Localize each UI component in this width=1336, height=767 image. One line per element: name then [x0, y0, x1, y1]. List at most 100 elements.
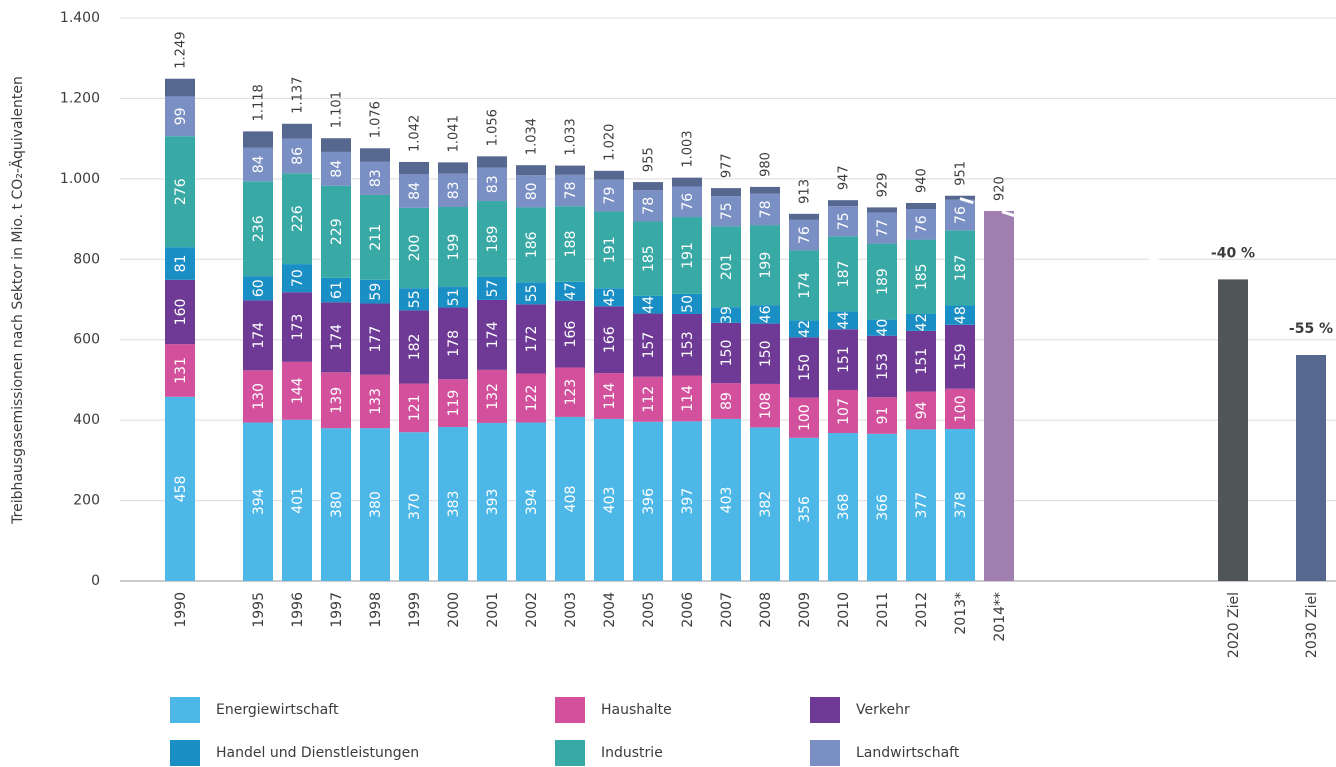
bar-segment	[672, 186, 702, 218]
segment-label: 150	[719, 340, 735, 367]
segment-label: 150	[758, 340, 774, 367]
segment-label: 458	[173, 476, 189, 503]
bar-segment	[828, 433, 858, 581]
segment-label: 89	[719, 392, 735, 410]
segment-label: 75	[719, 202, 735, 220]
bar-segment	[243, 370, 273, 423]
segment-label: 174	[797, 272, 813, 299]
bar-segment	[750, 383, 780, 428]
legend-label: Handel und Dienstleistungen	[216, 745, 419, 761]
bar-segment	[282, 264, 312, 293]
x-tick-label: 1996	[290, 592, 306, 628]
total-label: 913	[798, 179, 813, 204]
bar-segment	[945, 230, 975, 306]
bar-segment	[243, 181, 273, 277]
bar-segment	[243, 131, 273, 148]
segment-label: 70	[290, 269, 306, 287]
segment-label: 380	[329, 491, 345, 518]
segment-label: 86	[290, 147, 306, 165]
bar-segment	[399, 174, 429, 208]
segment-label: 188	[563, 231, 579, 258]
segment-label: 397	[680, 488, 696, 515]
segment-label: 236	[251, 215, 267, 242]
legend-swatch	[555, 697, 585, 723]
segment-label: 47	[563, 282, 579, 300]
bar-segment	[789, 397, 819, 438]
bar-segment	[165, 279, 195, 345]
total-label: 955	[642, 147, 657, 172]
total-label: 929	[876, 173, 891, 198]
segment-label: 99	[173, 107, 189, 125]
bar-segment	[555, 174, 585, 207]
bar-segment	[360, 148, 390, 162]
bar-segment	[321, 277, 351, 303]
bar-segment	[945, 305, 975, 325]
y-tick-label: 1.400	[60, 10, 100, 26]
bar-segment	[477, 276, 507, 300]
segment-label: 112	[641, 386, 657, 413]
segment-label: 182	[407, 334, 423, 361]
bar-segment	[945, 195, 975, 200]
segment-label: 122	[524, 385, 540, 412]
bar-segment	[867, 207, 897, 213]
bar-segment	[243, 422, 273, 581]
segment-label: 81	[173, 255, 189, 273]
x-tick-label: 2010	[836, 592, 852, 628]
bar-segment	[555, 367, 585, 417]
bar-segment	[945, 324, 975, 389]
bar-segment	[399, 383, 429, 433]
bar-segment	[165, 396, 195, 581]
bar-segment	[711, 383, 741, 419]
segment-label: 119	[446, 390, 462, 417]
total-label: 977	[720, 153, 735, 178]
segment-label: 393	[485, 489, 501, 516]
bar-segment	[555, 206, 585, 282]
bar-segment	[594, 418, 624, 581]
segment-label: 226	[290, 205, 306, 232]
segment-label: 84	[407, 182, 423, 200]
bar-segment	[789, 213, 819, 220]
bar-segment	[477, 167, 507, 201]
bar-segment	[282, 138, 312, 174]
bar-segment	[906, 391, 936, 430]
x-tick-label: 2014**	[992, 592, 1008, 642]
bar-segment	[477, 299, 507, 370]
segment-label: 55	[524, 284, 540, 302]
bar-segment	[321, 138, 351, 152]
bar-segment	[711, 226, 741, 308]
bar-segment	[867, 319, 897, 336]
bar-segment	[165, 136, 195, 248]
y-tick-label: 800	[73, 251, 100, 267]
segment-label: 189	[875, 268, 891, 295]
bar-segment	[711, 322, 741, 384]
segment-label: 153	[680, 331, 696, 358]
segment-label: 356	[797, 496, 813, 523]
bar-segment	[633, 190, 663, 222]
bar-segment	[243, 147, 273, 182]
bar-segment	[516, 207, 546, 283]
bar-segment	[438, 173, 468, 208]
x-tick-label: 2003	[563, 592, 579, 628]
x-tick-label: 2008	[758, 592, 774, 628]
bar-segment	[906, 202, 936, 210]
segment-label: 123	[563, 379, 579, 406]
segment-label: 100	[797, 404, 813, 431]
x-tick-label: 1990	[173, 592, 189, 628]
segment-label: 276	[173, 178, 189, 205]
segment-label: 151	[914, 348, 930, 375]
bar-segment	[282, 361, 312, 420]
total-label: 1.033	[564, 118, 579, 155]
bar-segment	[555, 416, 585, 581]
x-tick-label: 2005	[641, 592, 657, 628]
segment-label: 44	[641, 296, 657, 314]
segment-label: 177	[368, 326, 384, 353]
bar-segment	[165, 344, 195, 397]
segment-label: 403	[719, 487, 735, 514]
bar-segment	[672, 293, 702, 314]
segment-label: 48	[953, 306, 969, 324]
segment-label: 408	[563, 486, 579, 513]
bar-segment	[750, 193, 780, 226]
legend-swatch	[170, 697, 200, 723]
bar-segment	[477, 369, 507, 423]
bar-segment	[945, 388, 975, 429]
